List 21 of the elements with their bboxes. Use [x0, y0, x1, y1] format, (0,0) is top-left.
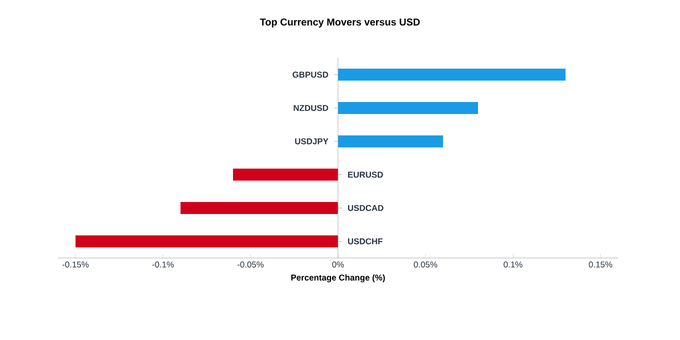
bar	[76, 235, 338, 248]
y-tick-label: USDCAD	[348, 205, 384, 211]
x-tick-label: 0.1%	[504, 262, 522, 268]
x-tick-label: 0%	[332, 262, 344, 268]
bar	[338, 102, 478, 114]
x-tick-label: 0.05%	[414, 262, 438, 268]
x-tick-label: -0.05%	[237, 262, 264, 268]
y-tick-label: USDCHF	[348, 238, 382, 244]
chart-title: Top Currency Movers versus USD	[260, 18, 420, 28]
x-tick-label: 0.15%	[588, 262, 612, 268]
y-tick-label: EURUSD	[348, 172, 383, 178]
y-tick-label: USDJPY	[295, 138, 328, 144]
bar	[338, 68, 566, 81]
bar	[233, 168, 338, 181]
y-tick-label: NZDUSD	[294, 105, 328, 111]
bar	[338, 135, 444, 148]
bar	[180, 202, 338, 214]
x-tick-label: -0.15%	[62, 262, 89, 268]
x-tick-label: -0.1%	[152, 262, 174, 268]
x-axis-title: Percentage Change (%)	[291, 274, 385, 282]
y-tick-label: GBPUSD	[292, 72, 328, 78]
